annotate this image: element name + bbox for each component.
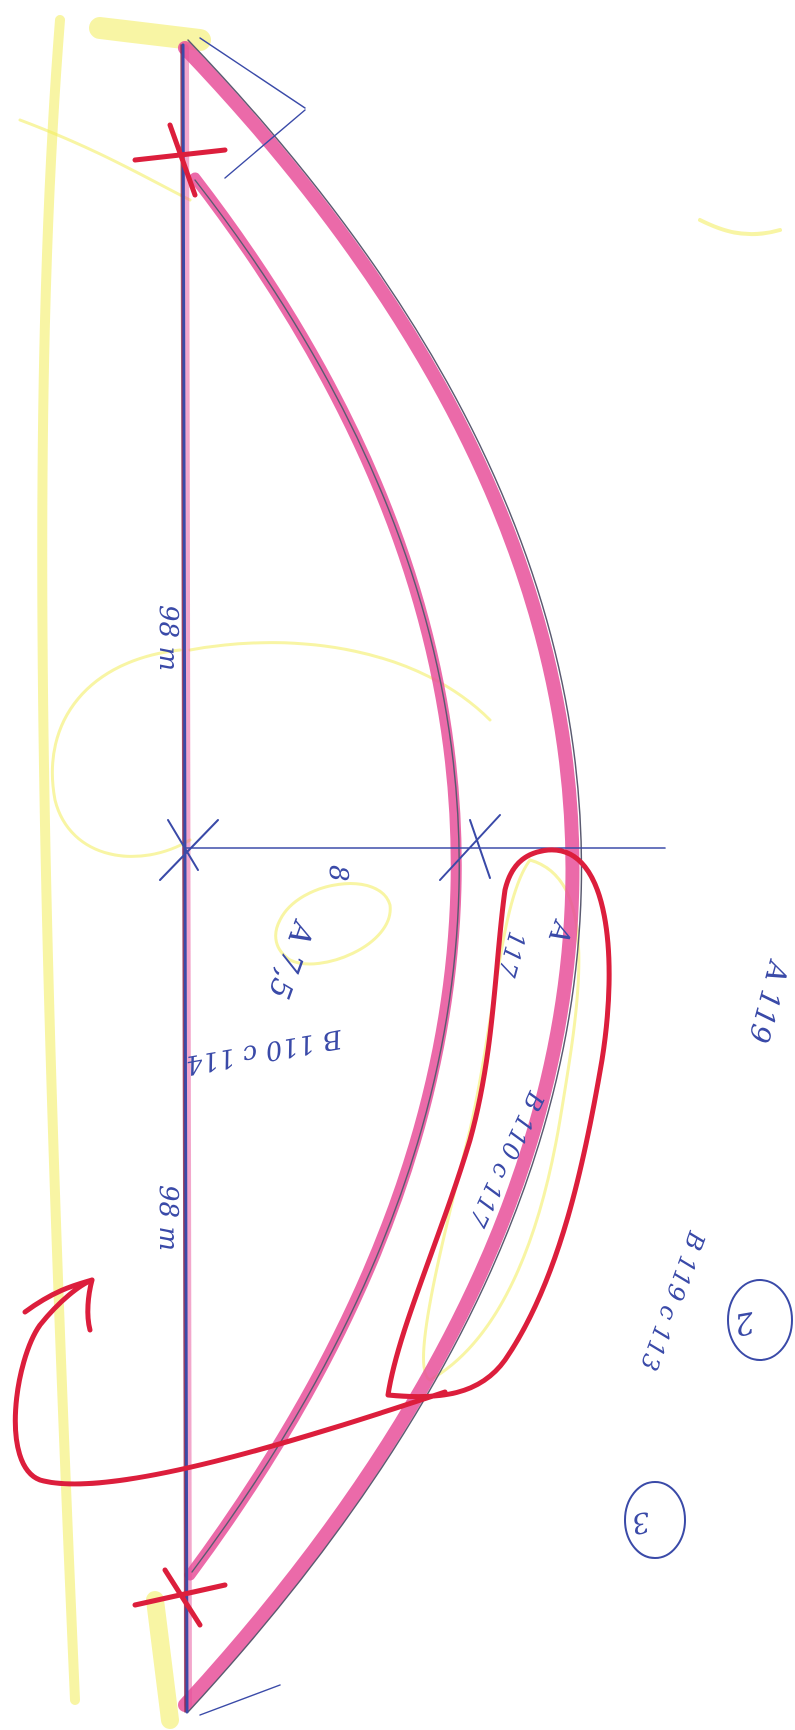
tick-marks <box>132 122 501 1628</box>
note-middle: B 110 c 114 <box>183 1023 345 1080</box>
main-chord-shadow <box>180 44 186 1713</box>
inner-tick-b <box>469 819 491 879</box>
center-tick-b <box>167 819 199 871</box>
circle-2-outline <box>727 1279 793 1361</box>
top-tick-line <box>224 109 306 179</box>
yellow-bottom-stroke <box>146 1591 179 1729</box>
note-outer-strip: B 119 c 113 <box>635 1227 711 1374</box>
main-chord <box>181 43 189 1714</box>
dimension-radius-label: 8 <box>323 865 353 882</box>
outer-arc-line <box>187 39 583 1713</box>
yellow-top-right-mark <box>698 218 782 237</box>
yellow-center-arc <box>188 641 492 722</box>
red-arrow-head <box>22 1277 95 1333</box>
yellow-left-arc <box>37 15 80 1705</box>
yellow-top-wisp <box>18 118 192 202</box>
circled-number-2: 2 <box>732 1304 758 1342</box>
yellow-center-loop <box>50 648 192 858</box>
yellow-note-ellipse <box>274 882 392 966</box>
red-arrow-shaft <box>12 1277 448 1487</box>
yellow-highlighter-strokes <box>18 15 782 1729</box>
inner-tick-a <box>439 814 501 881</box>
dimension-upper-label: 98 m <box>153 605 183 671</box>
bottom-edge-line <box>199 1684 281 1716</box>
circle-3-outline <box>624 1481 686 1559</box>
note-main: A 7,5 <box>260 914 321 1003</box>
construction-lines <box>180 37 666 1716</box>
yellow-top-stroke <box>89 17 211 51</box>
note-outer-a: A 119 <box>742 955 795 1046</box>
inner-arc-line <box>191 179 460 1573</box>
pink-outer-arc <box>178 41 580 1712</box>
dimension-lower-label: 98 m <box>153 1185 183 1251</box>
top-edge-line <box>199 37 306 109</box>
circle-marks <box>624 1279 793 1559</box>
circled-number-3: 3 <box>629 1505 652 1541</box>
bottom-red-cross-b <box>162 1567 203 1628</box>
center-tick-a <box>159 819 219 881</box>
red-arrow <box>12 1277 448 1487</box>
red-strip-outline <box>385 847 612 1400</box>
top-red-cross-b <box>167 122 198 198</box>
